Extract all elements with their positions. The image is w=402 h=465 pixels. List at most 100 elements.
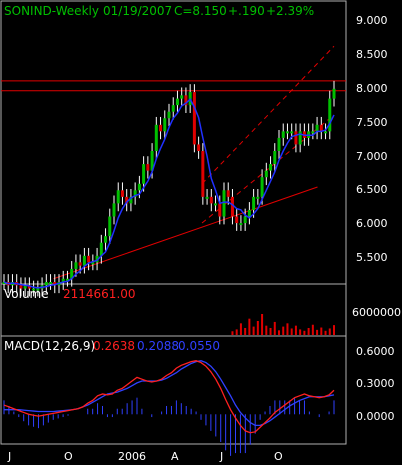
volume-bar [307, 328, 310, 335]
candle-body [218, 203, 222, 217]
candle-body [264, 170, 268, 178]
candle-body [290, 131, 294, 134]
macd-label: MACD(12,26,9) [4, 339, 95, 353]
volume-bar [294, 325, 297, 335]
candle-body [171, 105, 175, 112]
volume-bar [320, 327, 323, 335]
macd-tick: 0.0000 [356, 410, 395, 423]
candle-body [167, 111, 171, 119]
candle-body [201, 151, 205, 197]
x-tick: O [274, 450, 283, 463]
volume-bar [265, 325, 268, 335]
macd-value: 0.2638 [93, 339, 135, 353]
volume-bar [278, 330, 280, 335]
volume-bar [286, 323, 289, 335]
header-close: C=8.150 [174, 4, 227, 18]
candle-body [44, 282, 48, 286]
candle-body [332, 88, 336, 99]
volume-bar [256, 321, 259, 335]
candle-body [36, 288, 40, 291]
volume-bar [248, 318, 251, 335]
candle-body [78, 262, 82, 266]
volume-bar [273, 321, 276, 335]
price-tick: 8.500 [356, 48, 388, 61]
candle-body [209, 196, 213, 204]
candle-body [205, 196, 209, 199]
x-tick: A [171, 450, 179, 463]
candle-body [19, 285, 23, 289]
price-tick: 7.500 [356, 116, 388, 129]
price-layer [1, 45, 346, 297]
moving-average-line [3, 98, 335, 289]
candle-body [235, 216, 239, 224]
volume-value: 2114661.00 [63, 287, 136, 301]
candle-body [163, 118, 167, 132]
signal-value: 0.2088 [137, 339, 179, 353]
candle-body [53, 282, 57, 286]
price-tick: 6.000 [356, 217, 388, 230]
x-tick: 2006 [118, 450, 146, 463]
candle-body [184, 95, 188, 106]
volume-bar [269, 328, 272, 335]
volume-bar [282, 326, 285, 335]
candle-body [129, 196, 133, 204]
candle-body [125, 196, 129, 204]
candle-body [27, 285, 31, 289]
candle-body [65, 278, 69, 281]
candle-body [95, 255, 99, 263]
volume-bar [333, 325, 335, 335]
volume-bar [324, 330, 327, 335]
price-tick: 8.000 [356, 82, 388, 95]
candle-body [146, 164, 150, 171]
candle-body [142, 164, 146, 184]
macd-tick: 0.3000 [356, 377, 395, 390]
trend-line [201, 45, 335, 185]
volume-bar [244, 328, 247, 335]
header-date: 01/19/2007 [103, 4, 172, 18]
candle-body [175, 98, 179, 106]
candle-body [285, 131, 289, 134]
candle-body [150, 151, 154, 171]
candle-body [99, 242, 103, 256]
candle-body [197, 144, 201, 151]
signal-line [4, 360, 335, 427]
candle-body [159, 124, 163, 132]
header-change: +.190 [228, 4, 265, 18]
candle-body [23, 285, 27, 289]
candle-body [260, 177, 264, 197]
volume-bar [239, 323, 242, 335]
candle-body [154, 124, 158, 151]
candle-body [87, 255, 91, 263]
candle-body [328, 98, 332, 132]
candle-body [2, 282, 6, 284]
volume-bar [261, 314, 264, 335]
candle-body [82, 255, 86, 266]
candle-body [239, 223, 243, 226]
candle-body [104, 236, 108, 243]
candle-body [298, 131, 302, 145]
volume-bar [231, 331, 234, 335]
candle-body [319, 124, 323, 132]
candle-body [315, 124, 319, 132]
candle-body [32, 288, 36, 291]
candle-body [294, 131, 298, 145]
price-tick: 5.500 [356, 251, 388, 264]
macd-line [3, 360, 335, 434]
candle-body [214, 203, 218, 206]
candle-body [269, 164, 273, 171]
volume-bar [303, 330, 306, 335]
volume-tick: 6000000 [352, 306, 401, 319]
candle-body [222, 190, 226, 217]
candle-body [49, 282, 53, 284]
candle-body [324, 131, 328, 134]
macd-panel-frame [0, 335, 347, 445]
volume-bar [311, 324, 314, 335]
candle-body [91, 262, 95, 265]
candle-body [256, 196, 260, 199]
x-tick: O [64, 450, 73, 463]
candle-body [230, 196, 234, 217]
x-tick: J [7, 450, 11, 463]
candle-body [112, 203, 116, 217]
hist-value: 0.0550 [178, 339, 220, 353]
candle-body [70, 268, 74, 279]
